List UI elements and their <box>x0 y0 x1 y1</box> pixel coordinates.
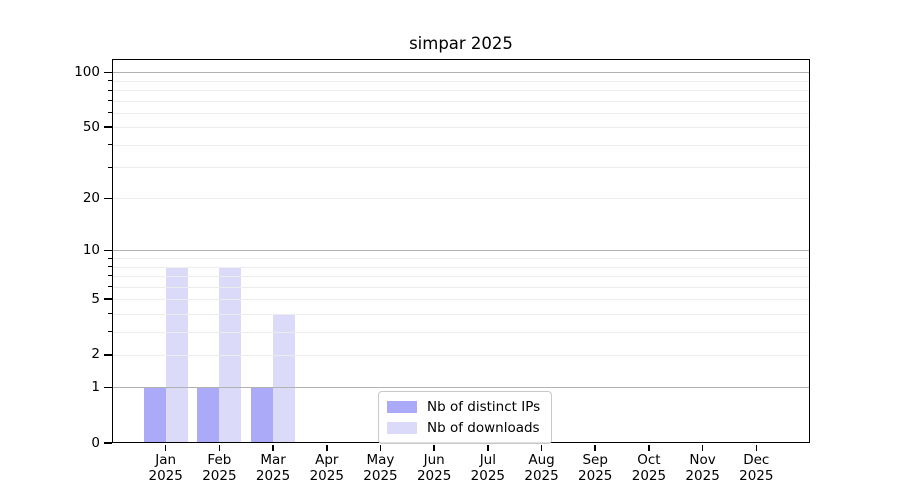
y-axis-tick-label: 0 <box>91 434 100 451</box>
y-axis-minor-tick <box>108 144 112 146</box>
y-axis-minor-tick <box>108 275 112 277</box>
y-axis-tick <box>104 354 112 356</box>
bar-downloads <box>273 313 296 443</box>
x-axis-tick-label: Nov 2025 <box>685 452 720 484</box>
x-axis-tick-label: Dec 2025 <box>739 452 774 484</box>
chart-title: simpar 2025 <box>409 34 513 53</box>
y-axis-tick-label: 10 <box>82 241 100 258</box>
y-gridline-major <box>112 387 810 389</box>
y-axis-minor-tick <box>108 112 112 114</box>
y-gridline-major <box>112 250 810 252</box>
y-axis-minor-tick <box>108 80 112 82</box>
y-gridline-minor <box>112 275 810 277</box>
y-gridline-minor <box>112 198 810 200</box>
y-gridline-minor <box>112 167 810 169</box>
y-axis-tick-label: 2 <box>91 346 100 363</box>
x-axis-tick-label: Jun 2025 <box>416 452 452 484</box>
y-axis-tick <box>104 386 112 389</box>
x-axis-tick <box>218 445 221 451</box>
x-axis-tick <box>326 445 328 451</box>
y-axis-minor-tick <box>108 166 112 168</box>
y-gridline-minor <box>112 80 810 82</box>
x-axis-tick <box>272 445 274 451</box>
y-axis-minor-tick <box>108 313 112 315</box>
x-axis-tick <box>701 445 704 451</box>
y-axis-minor-tick <box>108 266 112 268</box>
y-axis-tick <box>104 126 112 128</box>
bar-distinct-ips <box>197 387 220 443</box>
y-gridline-major <box>112 72 810 74</box>
y-axis-tick <box>104 197 112 200</box>
legend-item-distinct-ips: Nb of distinct IPs <box>387 399 540 415</box>
x-axis-tick-label: Apr 2025 <box>309 452 344 484</box>
legend-label: Nb of distinct IPs <box>427 399 541 415</box>
x-axis-tick <box>648 445 650 451</box>
y-axis-minor-tick <box>108 257 112 259</box>
legend: Nb of distinct IPs Nb of downloads <box>378 391 553 444</box>
x-axis-tick <box>594 445 596 451</box>
x-axis-tick <box>487 445 489 451</box>
y-axis-minor-tick <box>108 100 112 102</box>
y-axis-tick-label: 100 <box>74 63 100 80</box>
bar-distinct-ips <box>251 387 274 443</box>
y-gridline-minor <box>112 144 810 146</box>
x-axis-tick <box>379 445 382 451</box>
y-gridline-minor <box>112 90 810 92</box>
x-axis-tick <box>540 445 543 451</box>
legend-item-downloads: Nb of downloads <box>387 420 540 436</box>
y-gridline-minor <box>112 127 810 129</box>
y-axis-tick-label: 1 <box>91 378 100 395</box>
y-gridline-minor <box>112 331 810 333</box>
y-axis-minor-tick <box>108 286 112 288</box>
downloads-swatch-icon <box>387 422 417 434</box>
x-axis-tick <box>755 445 758 451</box>
y-axis-tick-label: 5 <box>91 290 100 307</box>
x-axis-tick-label: Jan 2025 <box>148 452 183 484</box>
x-axis-tick <box>164 445 167 451</box>
y-axis-tick <box>104 249 112 252</box>
bar-distinct-ips <box>143 387 166 443</box>
x-axis-tick-label: Feb 2025 <box>202 452 237 484</box>
y-axis-tick <box>104 442 112 444</box>
x-axis-tick-label: Aug 2025 <box>524 452 559 484</box>
legend-label: Nb of downloads <box>427 420 540 436</box>
y-gridline-minor <box>112 354 810 356</box>
y-gridline-minor <box>112 266 810 268</box>
y-axis-tick-label: 20 <box>82 189 100 206</box>
y-gridline-minor <box>112 112 810 114</box>
y-gridline-minor <box>112 299 810 301</box>
y-gridline-minor <box>112 313 810 315</box>
x-axis-tick-label: Mar 2025 <box>255 452 291 484</box>
x-axis-tick-label: Jul 2025 <box>470 452 506 484</box>
x-axis-tick-label: May 2025 <box>363 452 398 484</box>
y-axis-tick <box>104 298 112 300</box>
distinct-ips-swatch-icon <box>387 401 417 413</box>
x-axis-tick-label: Oct 2025 <box>631 452 667 484</box>
y-axis-minor-tick <box>108 89 112 91</box>
y-axis-tick-label: 50 <box>82 118 100 135</box>
y-axis-tick <box>104 71 112 74</box>
y-gridline-minor <box>112 286 810 288</box>
y-axis-minor-tick <box>108 331 112 333</box>
plot-area: 0 1 2 5 10 20 50 100 Jan 2025 Feb 2025 Mar 2025 Apr… <box>74 59 810 484</box>
y-gridline-minor <box>112 258 810 260</box>
y-gridline-minor <box>112 100 810 102</box>
x-axis-tick-label: Sep 2025 <box>578 452 613 484</box>
x-axis-tick <box>433 445 435 451</box>
